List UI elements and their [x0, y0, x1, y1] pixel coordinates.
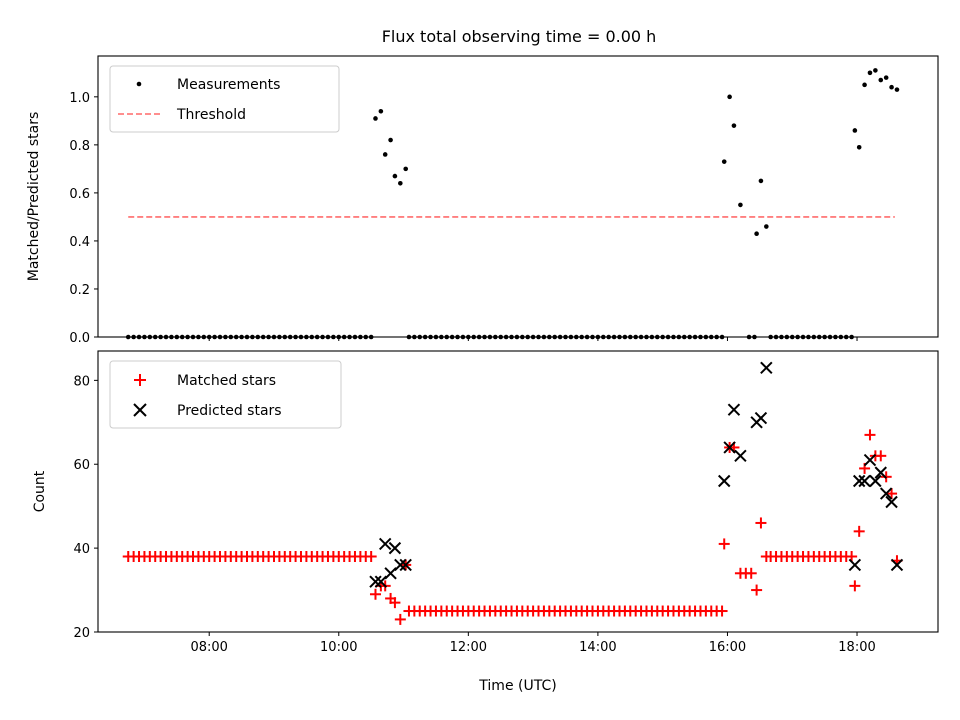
bottom-y-tick-label: 80 — [73, 374, 90, 389]
matched-star-point — [389, 597, 401, 609]
top-panel: 0.0 0.2 0.4 0.6 0.8 1.0 Matched/Predicted sta… — [26, 55, 939, 346]
matched-star-point — [394, 613, 406, 625]
x-tick-label: 12:00 — [450, 640, 487, 655]
legend-threshold-label: Threshold — [176, 107, 246, 123]
predicted-star-point — [863, 453, 877, 467]
top-y-tick-label: 0.6 — [69, 187, 90, 202]
top-y-tick-label: 0.2 — [69, 283, 90, 298]
top-ylabel: Matched/Predicted stars — [26, 112, 42, 282]
predicted-star-point — [734, 449, 747, 463]
predicted-star-point — [718, 474, 731, 488]
x-tick-label: 10:00 — [320, 640, 357, 655]
matched-star-point — [875, 450, 887, 462]
bottom-axis-ticks: 08:00 10:00 12:00 14:00 16:00 18:00 20 40 60 80 — [73, 374, 875, 655]
measurement-point — [731, 123, 737, 128]
legend-predicted-marker — [133, 403, 147, 417]
predicted-star-point — [760, 361, 773, 374]
bottom-ylabel: Count — [32, 470, 48, 512]
matched-star-point — [365, 551, 377, 563]
measurement-point — [764, 224, 769, 229]
bottom-legend: Matched stars Predicted stars — [109, 360, 342, 429]
measurement-point — [883, 75, 889, 80]
matched-star-point — [849, 580, 861, 592]
matched-star-point — [846, 551, 858, 563]
measurement-point — [398, 180, 403, 186]
predicted-star-point — [723, 441, 736, 454]
predicted-star-point — [378, 537, 392, 551]
bottom-panel: 08:00 10:00 12:00 14:00 16:00 18:00 20 40 60 80 C… — [32, 350, 939, 694]
top-axes-frame — [97, 55, 939, 338]
matched-star-point — [853, 525, 865, 537]
x-tick-label: 14:00 — [579, 640, 616, 655]
legend-matched-marker — [134, 374, 146, 386]
predicted-star-point — [399, 558, 412, 572]
measurement-point — [373, 116, 378, 121]
x-tick-label: 16:00 — [709, 640, 746, 655]
top-y-tick-label: 1.0 — [69, 91, 90, 106]
predicted-star-point — [388, 541, 402, 555]
measurement-point — [378, 108, 384, 114]
x-tick-label: 08:00 — [190, 640, 227, 655]
measurement-point — [856, 144, 862, 150]
bottom-legend-box — [109, 360, 342, 429]
measurement-point — [392, 173, 398, 179]
measurement-point — [738, 202, 743, 208]
predicted-star-point — [885, 495, 898, 509]
bottom-y-tick-label: 20 — [73, 626, 90, 641]
measurement-point — [862, 82, 867, 88]
matched-star-point — [886, 488, 898, 500]
measurement-point — [889, 84, 894, 90]
measurement-point — [878, 77, 884, 83]
predicted-star-point — [890, 558, 904, 572]
measurement-point — [894, 87, 900, 92]
measurement-point — [721, 159, 727, 164]
measurement-point — [754, 231, 759, 237]
bottom-y-tick-label: 60 — [73, 458, 90, 473]
top-y-tick-label: 0.4 — [69, 235, 90, 250]
bottom-y-tick-label: 40 — [73, 542, 90, 557]
measurement-point — [403, 166, 409, 172]
legend-measurements-marker — [136, 81, 142, 87]
predicted-star-point — [852, 474, 866, 488]
matched-star-point — [864, 429, 876, 441]
measurement-point — [758, 178, 764, 184]
matched-star-point — [755, 517, 767, 529]
predicted-star-point — [858, 474, 871, 488]
matched-star-point — [751, 584, 763, 596]
top-y-tick-label: 0.8 — [69, 139, 90, 154]
top-y-tick-label: 0.0 — [69, 331, 90, 346]
predicted-star-point — [848, 558, 862, 572]
matched-star-point — [745, 567, 757, 579]
top-axis-ticks: 0.0 0.2 0.4 0.6 0.8 1.0 — [69, 91, 858, 346]
x-axis-label: Time (UTC) — [478, 678, 556, 694]
legend-predicted-label: Predicted stars — [177, 403, 282, 419]
bottom-plot-marks — [122, 361, 904, 625]
measurement-point — [388, 137, 393, 143]
legend-measurements-label: Measurements — [177, 77, 280, 93]
top-legend: Measurements Threshold — [109, 65, 340, 133]
matched-star-point — [760, 551, 772, 563]
measurement-point — [727, 94, 732, 100]
measurement-point — [852, 128, 858, 133]
matched-star-point — [718, 538, 730, 550]
figure-title: Flux total observing time = 0.00 h — [382, 27, 657, 46]
measurement-point — [867, 70, 873, 76]
predicted-star-point — [727, 403, 741, 416]
top-legend-box — [109, 65, 340, 133]
predicted-star-point — [879, 487, 893, 500]
predicted-star-point — [394, 558, 407, 572]
predicted-star-point — [754, 411, 768, 425]
bottom-axes-frame — [97, 350, 939, 633]
predicted-star-point — [369, 575, 382, 588]
legend-matched-label: Matched stars — [177, 373, 276, 389]
predicted-star-point — [869, 474, 882, 488]
measurement-point — [382, 152, 388, 157]
predicted-star-point — [874, 466, 887, 479]
matched-star-point — [369, 588, 381, 600]
x-tick-label: 18:00 — [838, 640, 875, 655]
measurement-point — [873, 68, 878, 73]
matched-star-point — [716, 605, 728, 617]
